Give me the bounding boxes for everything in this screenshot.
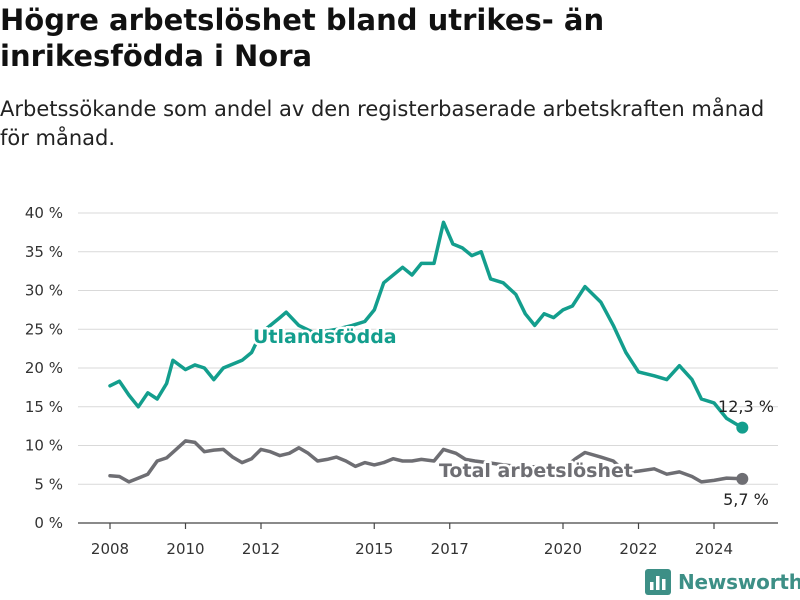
x-tick-label: 2017 bbox=[431, 540, 469, 558]
series-name-label: Utlandsfödda bbox=[253, 326, 397, 348]
chart-title: Högre arbetslöshet bland utrikes- än inr… bbox=[0, 3, 605, 73]
series-lines bbox=[108, 220, 749, 485]
x-axis-ticks: 2008 2010 2012 2015 2017 2020 2022 2024 bbox=[91, 523, 733, 558]
end-value-label: 5,7 % bbox=[723, 490, 769, 509]
x-tick-label: 2024 bbox=[695, 540, 733, 558]
y-tick-label: 10 % bbox=[25, 437, 63, 455]
x-tick-label: 2022 bbox=[619, 540, 657, 558]
utlandsfodda-line bbox=[108, 220, 745, 430]
y-tick-label: 5 % bbox=[34, 475, 63, 493]
chart-subtitle: Arbetssökande som andel av den registerb… bbox=[0, 97, 765, 150]
y-tick-label: 35 % bbox=[25, 243, 63, 261]
grid bbox=[78, 212, 778, 524]
y-tick-label: 15 % bbox=[25, 398, 63, 416]
y-tick-label: 20 % bbox=[25, 359, 63, 377]
y-tick-label: 40 % bbox=[25, 204, 63, 222]
y-tick-label: 0 % bbox=[34, 514, 63, 532]
brand-name: Newsworthy bbox=[678, 570, 800, 594]
y-tick-label: 30 % bbox=[25, 282, 63, 300]
y-axis-ticks: 0 % 5 % 10 % 15 % 20 % 25 % 30 % 35 % 40 % bbox=[25, 204, 63, 532]
total-line bbox=[108, 439, 745, 484]
x-tick-label: 2015 bbox=[355, 540, 393, 558]
x-tick-label: 2010 bbox=[166, 540, 204, 558]
series-end-point bbox=[736, 421, 749, 434]
series-name-label: Total arbetslöshet bbox=[439, 460, 633, 482]
bar-chart-icon bbox=[645, 569, 671, 595]
y-tick-label: 25 % bbox=[25, 320, 63, 338]
series-end-point bbox=[736, 472, 749, 485]
series-labels: 12,3 % 5,7 % Utlandsfödda Total arbetslöshe… bbox=[251, 324, 774, 510]
x-tick-label: 2020 bbox=[544, 540, 582, 558]
end-value-label: 12,3 % bbox=[718, 397, 774, 416]
newsworthy-logo: Newsworthy bbox=[645, 569, 800, 595]
x-tick-label: 2008 bbox=[91, 540, 129, 558]
x-tick-label: 2012 bbox=[242, 540, 280, 558]
